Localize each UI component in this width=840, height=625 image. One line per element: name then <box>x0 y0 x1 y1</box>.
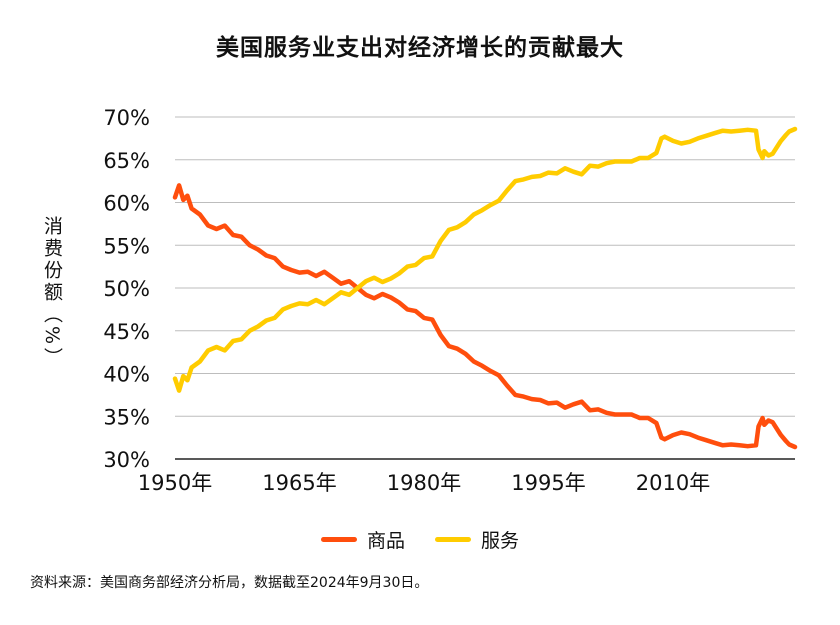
y-tick-label: 50% <box>103 277 150 301</box>
legend-label-services: 服务 <box>481 530 520 552</box>
y-tick-label: 40% <box>103 363 150 387</box>
x-tick-labels: 1950年 1965年 1980年 1995年 2010年 <box>138 471 710 495</box>
series-line-services <box>172 126 798 393</box>
y-tick-label: 70% <box>103 106 150 130</box>
legend-item-services: 服务 <box>435 526 519 553</box>
y-tick-label: 35% <box>103 405 150 429</box>
x-tick-label: 1995年 <box>511 471 585 495</box>
legend-swatch-services <box>435 537 471 542</box>
y-tick-label: 55% <box>103 234 150 258</box>
y-tick-label: 30% <box>103 448 150 472</box>
y-tick-label: 65% <box>103 149 150 173</box>
legend-item-goods: 商品 <box>320 526 405 553</box>
source-note: 资料来源：美国商务部经济分析局，数据截至2024年9月30日。 <box>30 575 429 591</box>
legend-label-goods: 商品 <box>366 530 405 552</box>
x-tick-label: 1965年 <box>262 471 336 495</box>
legend-swatch-goods <box>320 537 357 542</box>
series-lines <box>172 126 798 450</box>
y-tick-labels: 30% 35% 40% 45% 50% 55% 60% 65% 70% <box>103 106 150 472</box>
y-tick-label: 45% <box>103 320 150 344</box>
y-axis-label: 消费份额（%） <box>41 216 63 370</box>
grid-lines <box>175 116 795 460</box>
x-tick-label: 1980年 <box>387 471 461 495</box>
x-tick-label: 1950年 <box>138 471 212 495</box>
legend: 商品 服务 <box>0 526 840 553</box>
chart-title: 美国服务业支出对经济增长的贡献最大 <box>216 35 624 61</box>
x-tick-label: 2010年 <box>636 471 710 495</box>
series-line-goods <box>172 183 798 450</box>
y-tick-label: 60% <box>103 192 150 216</box>
